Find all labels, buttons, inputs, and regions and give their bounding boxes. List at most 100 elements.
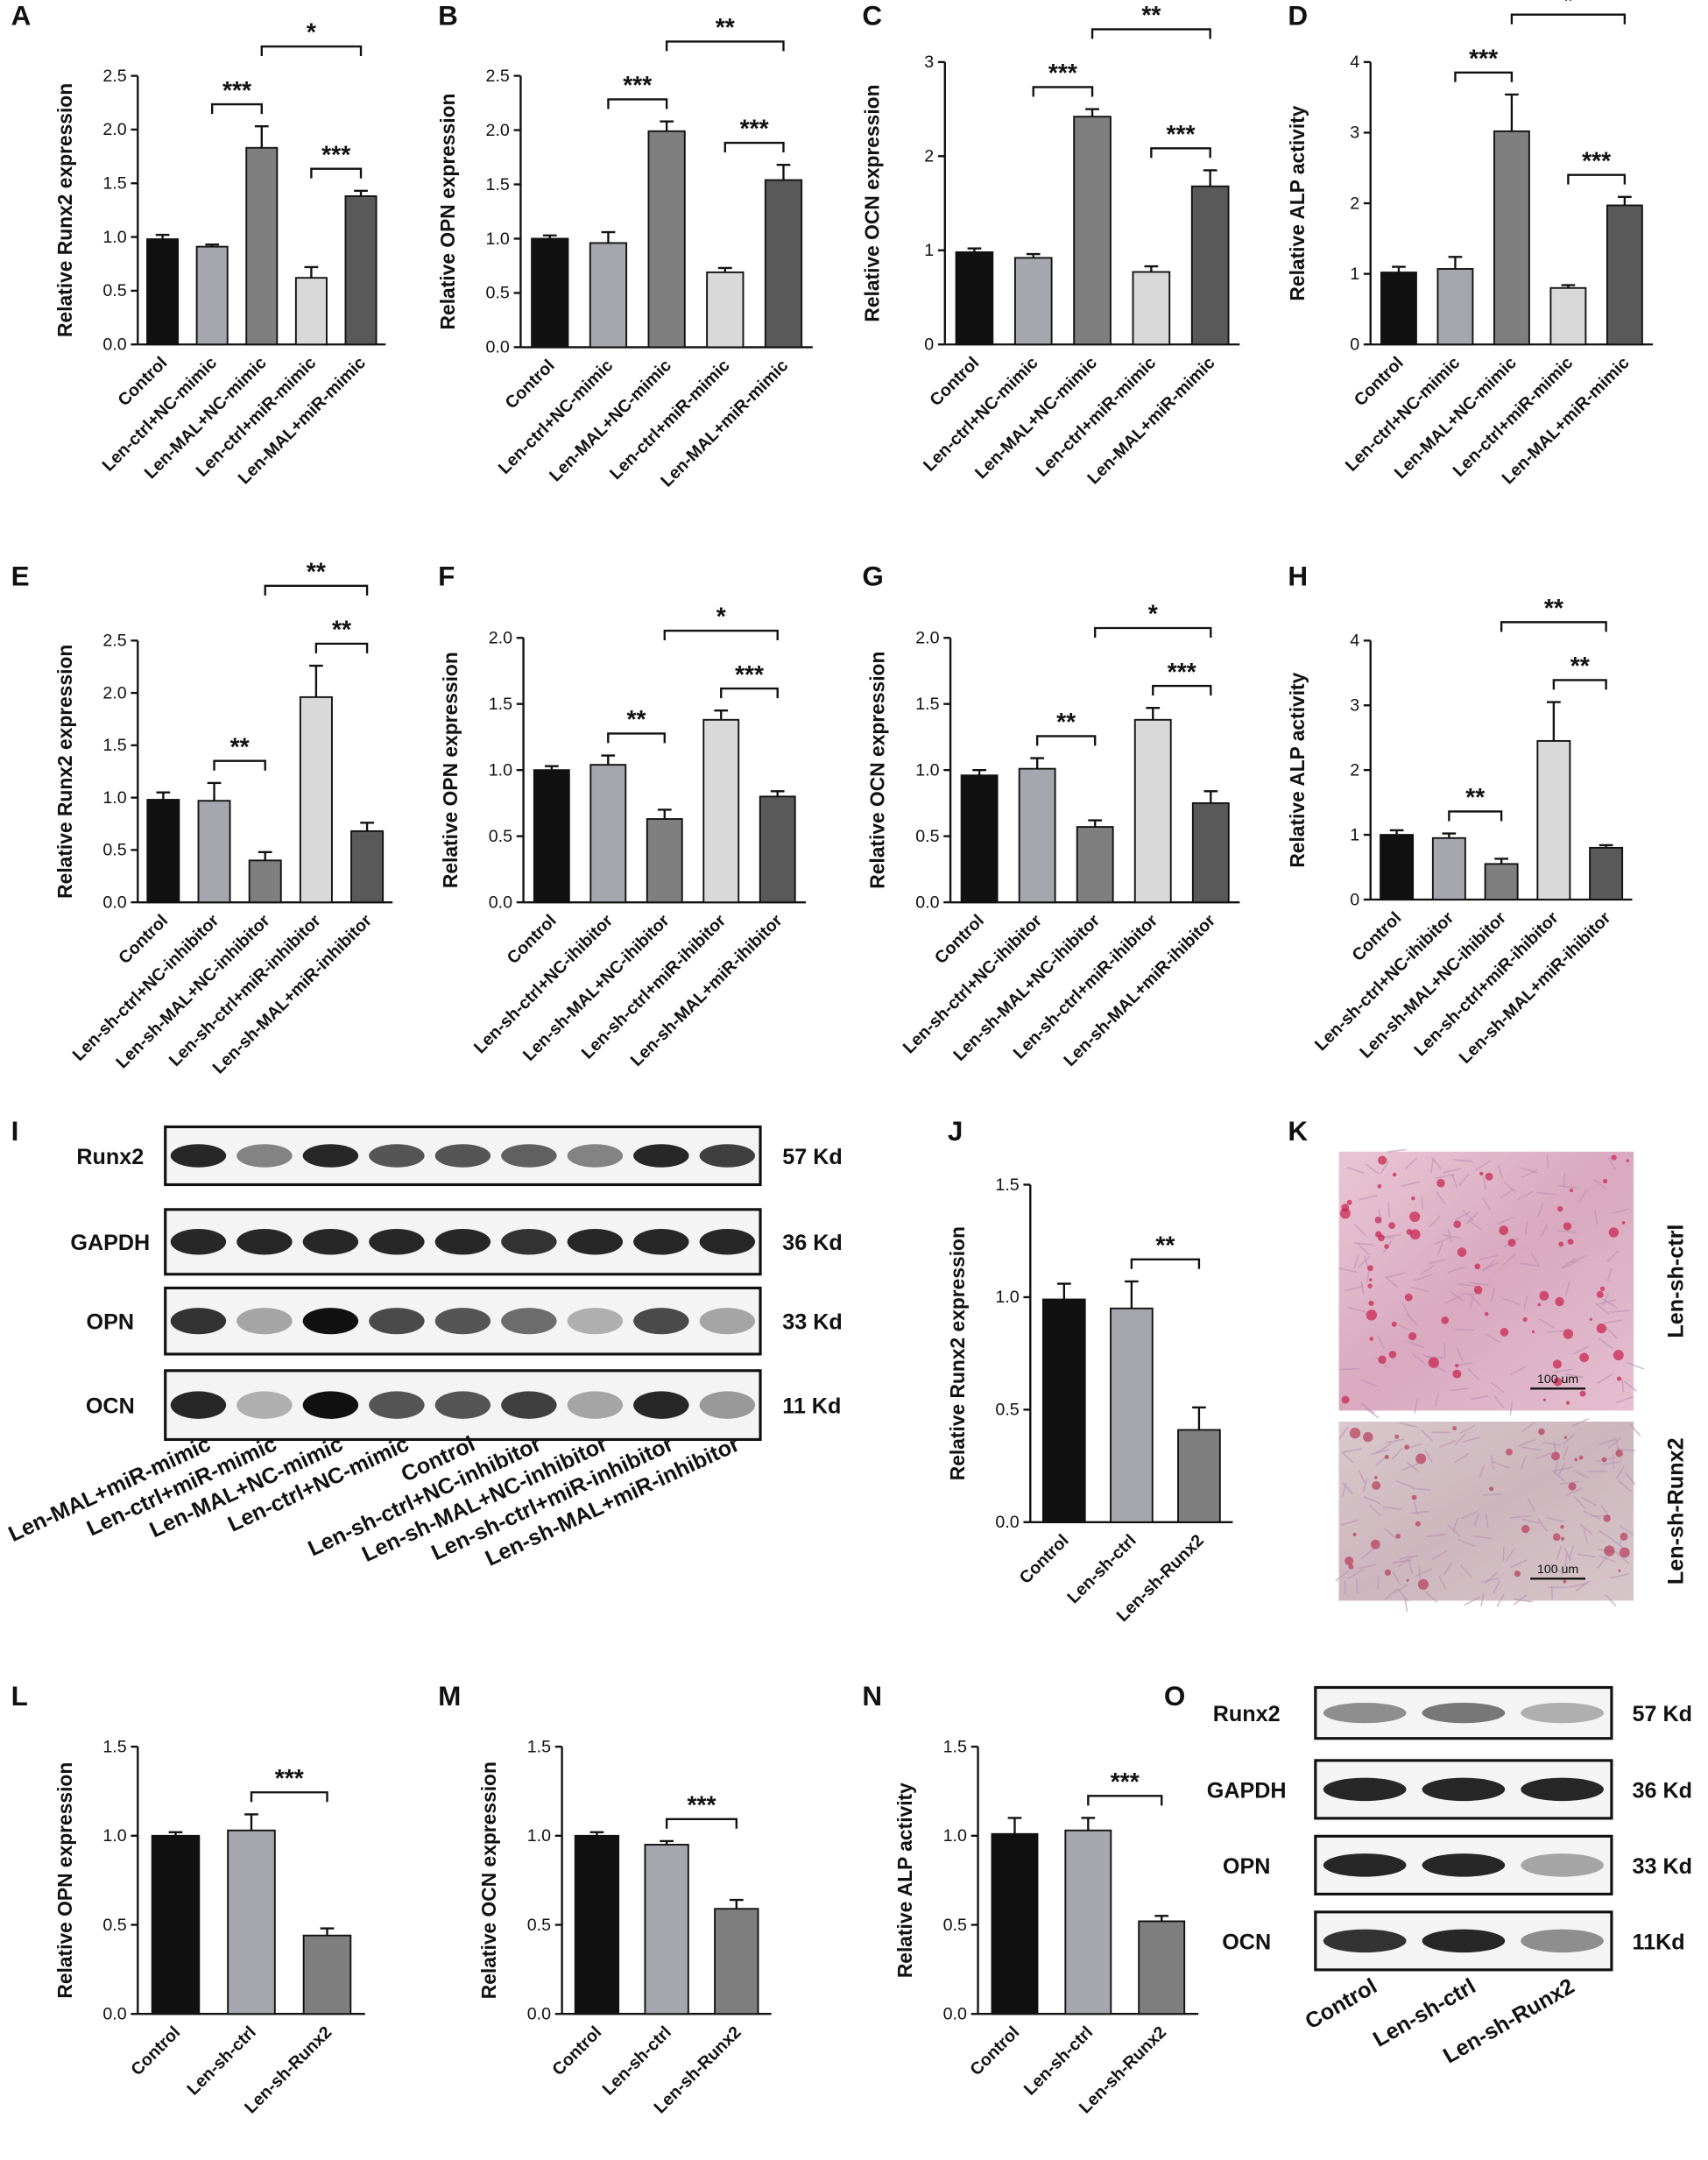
stain-dot — [1374, 1217, 1382, 1224]
panel-letter: K — [1288, 1116, 1308, 1147]
scale-label: 100 um — [1537, 1562, 1578, 1576]
cell-fiber — [1579, 1523, 1593, 1535]
blot-band — [302, 1308, 359, 1335]
stain-dot — [1563, 1329, 1574, 1339]
cell-fiber — [1625, 1472, 1636, 1486]
cell-fiber — [1527, 1498, 1535, 1512]
stain-dot — [1457, 1247, 1467, 1257]
cell-fiber — [1536, 1204, 1544, 1218]
y-tick-label: 0.5 — [102, 841, 126, 860]
stain-dot — [1506, 1448, 1513, 1456]
significance-bracket — [723, 141, 785, 153]
blot-band — [170, 1308, 227, 1335]
y-tick-label: 1.0 — [486, 229, 510, 249]
significance-label: ** — [1465, 783, 1485, 811]
cell-fiber — [1564, 1553, 1568, 1568]
stain-dot — [1370, 1539, 1380, 1549]
stain-dot — [1391, 1321, 1397, 1327]
cell-fiber — [1467, 1219, 1482, 1231]
cell-fiber — [1484, 1571, 1498, 1585]
stain-dot — [1602, 1178, 1608, 1183]
x-tick-label: Control — [502, 356, 559, 413]
y-tick-label: 1.0 — [102, 1826, 126, 1846]
cell-fiber — [1454, 1328, 1474, 1331]
cell-fiber — [1387, 1272, 1406, 1278]
cell-fiber — [1361, 1379, 1379, 1387]
cell-fiber — [1377, 1335, 1385, 1349]
cell-fiber — [1443, 1233, 1462, 1239]
cell-fiber — [1418, 1565, 1422, 1580]
cell-fiber — [1561, 1257, 1577, 1269]
cell-fiber — [1572, 1469, 1590, 1479]
stain-dot — [1621, 1221, 1626, 1225]
cell-fiber — [1353, 1223, 1366, 1236]
bar — [1013, 257, 1053, 346]
stain-dot — [1408, 1332, 1417, 1341]
blot-band — [567, 1391, 624, 1419]
stain-dot — [1352, 1532, 1357, 1536]
cell-fiber — [1436, 1241, 1443, 1256]
significance-bracket — [1090, 28, 1211, 39]
bar — [146, 238, 180, 346]
y-tick-label: 2.0 — [486, 121, 510, 140]
stain-dot — [1384, 1569, 1392, 1576]
significance-bracket — [1448, 810, 1503, 822]
bar — [646, 818, 683, 904]
blot-band — [633, 1308, 689, 1335]
cell-fiber — [1392, 1571, 1401, 1585]
cell-fiber — [1502, 1253, 1516, 1266]
cell-fiber — [1578, 1189, 1588, 1203]
stain-dot — [1578, 1455, 1584, 1460]
cell-fiber — [1627, 1361, 1645, 1370]
cell-fiber — [1399, 1422, 1418, 1429]
stain-dot — [1411, 1196, 1415, 1201]
significance-label: * — [716, 603, 726, 631]
stain-dot — [1555, 1296, 1564, 1307]
cell-fiber — [1459, 1424, 1476, 1435]
x-tick-label: Control — [1351, 353, 1408, 410]
x-tick-label: Len-sh-ctrl — [599, 2022, 675, 2099]
y-tick-label: 0.0 — [102, 893, 126, 912]
cell-fiber — [1521, 1446, 1541, 1451]
cell-fiber — [1521, 1455, 1528, 1470]
cell-fiber — [1490, 1455, 1494, 1469]
cell-fiber — [1358, 1470, 1366, 1484]
stain-dot — [1552, 1359, 1562, 1369]
blot-band — [501, 1228, 557, 1255]
stain-dot — [1604, 1545, 1615, 1556]
cell-fiber — [1485, 1332, 1501, 1344]
stain-dot — [1500, 1328, 1509, 1337]
cell-fiber — [1598, 1554, 1616, 1563]
cell-fiber — [1435, 1392, 1439, 1407]
y-tick-label: 1.5 — [489, 695, 512, 714]
significance-label: ** — [1155, 1232, 1175, 1260]
stain-dot — [1373, 1475, 1378, 1479]
cell-fiber — [1457, 1538, 1475, 1547]
blot-band — [1422, 1929, 1506, 1953]
stain-dot — [1404, 1444, 1410, 1450]
blot-protein: Runx2 — [1213, 1702, 1281, 1726]
cell-fiber — [1404, 1157, 1418, 1170]
cell-fiber — [1341, 1451, 1354, 1464]
cell-fiber — [1485, 1514, 1489, 1528]
cell-fiber — [1546, 1516, 1565, 1523]
y-tick-label: 4 — [1350, 53, 1359, 72]
y-tick-label: 2.5 — [486, 67, 510, 86]
panel-letter: M — [438, 1681, 461, 1712]
stain-dot — [1428, 1357, 1439, 1368]
blot-band — [434, 1391, 491, 1419]
panel-letter: L — [11, 1681, 28, 1712]
bar — [1073, 116, 1112, 346]
cell-fiber — [1401, 1181, 1420, 1188]
cell-fiber — [1557, 1462, 1566, 1477]
stain-dot — [1596, 1290, 1604, 1298]
stain-dot — [1579, 1390, 1586, 1397]
cell-fiber — [1553, 1368, 1573, 1373]
cell-fiber — [1467, 1368, 1480, 1381]
significance-bracket — [720, 687, 779, 699]
y-tick-label: 1.5 — [102, 1737, 126, 1756]
bar — [702, 718, 740, 904]
blot-band — [434, 1308, 491, 1335]
y-tick-label: 3 — [924, 53, 934, 72]
cell-fiber — [1481, 1196, 1491, 1211]
